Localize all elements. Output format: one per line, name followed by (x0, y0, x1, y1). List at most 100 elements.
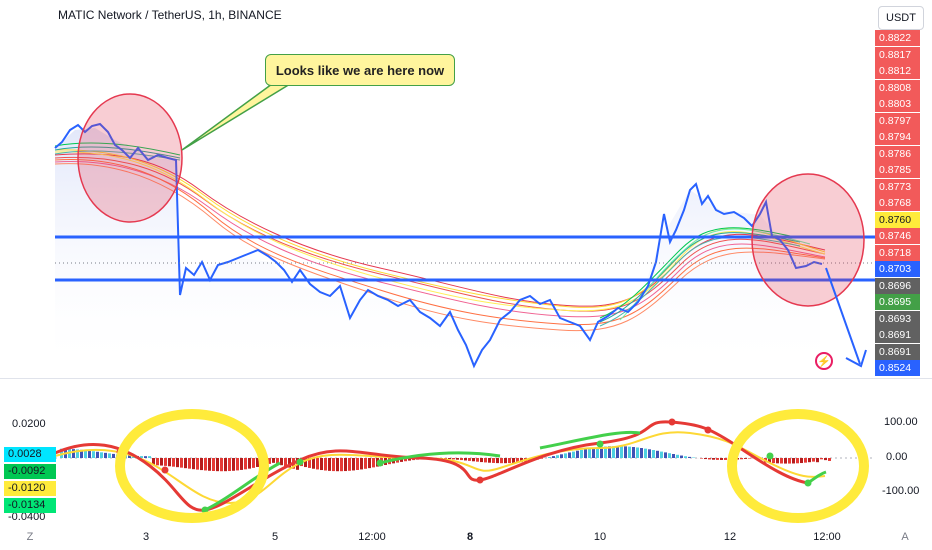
histogram-bar (172, 458, 175, 467)
osc-signal-dot (704, 426, 712, 434)
histogram-bar (156, 458, 159, 466)
histogram-bar (644, 448, 647, 458)
histogram-bar (344, 458, 347, 472)
time-label-5: 5 (271, 531, 279, 543)
oscillator-chart[interactable] (0, 408, 875, 528)
histogram-bar (800, 458, 803, 464)
histogram-bar (268, 458, 271, 464)
histogram-bar (720, 458, 723, 460)
osc-signal-dot (376, 459, 384, 467)
histogram-bar (628, 446, 631, 458)
histogram-bar (100, 452, 103, 458)
histogram-bar (704, 458, 707, 460)
histogram-bar (448, 458, 451, 460)
price-label: 0.8768 (875, 195, 920, 211)
price-label: 0.8746 (875, 228, 920, 244)
price-label: 0.8812 (875, 63, 920, 79)
osc-badge-3: -0.0120 (4, 481, 56, 496)
time-label-12: 12 (723, 531, 737, 543)
highlight-circle-right[interactable] (751, 173, 865, 307)
histogram-bar (776, 458, 779, 464)
histogram-bar (564, 453, 567, 458)
histogram-bar (368, 458, 371, 469)
histogram-bar (820, 458, 823, 460)
histogram-bar (624, 446, 627, 458)
histogram-bar (480, 458, 483, 463)
auto-scale-icon[interactable]: A (901, 531, 909, 543)
histogram-bar (488, 458, 491, 463)
histogram-bar (716, 458, 719, 460)
histogram-bar (648, 449, 651, 458)
histogram-bar (452, 458, 455, 460)
histogram-bar (748, 458, 751, 459)
histogram-bar (320, 458, 323, 471)
osc-highlight-left[interactable] (115, 409, 269, 523)
main-price-chart[interactable] (0, 0, 875, 375)
price-label: 0.8773 (875, 178, 920, 195)
histogram-bar (244, 458, 247, 470)
histogram-bar (580, 449, 583, 458)
histogram-bar (616, 446, 619, 458)
histogram-bar (160, 458, 163, 466)
price-label: 0.8760 (875, 211, 920, 228)
price-label: 0.8786 (875, 145, 920, 162)
histogram-bar (796, 458, 799, 464)
osc-signal-dot (296, 458, 304, 466)
histogram-bar (164, 458, 167, 466)
histogram-bar (360, 458, 363, 470)
histogram-bar (272, 458, 275, 463)
histogram-bar (228, 458, 231, 472)
histogram-bar (96, 451, 99, 458)
callout-pointer (181, 83, 293, 151)
histogram-bar (248, 458, 251, 469)
histogram-bar (500, 458, 503, 464)
histogram-bar (620, 446, 623, 458)
price-label: 0.8822 (875, 30, 920, 46)
price-label: 0.8803 (875, 96, 920, 112)
histogram-bar (740, 458, 743, 460)
histogram-bar (816, 458, 819, 463)
histogram-bar (200, 458, 203, 471)
timezone-icon[interactable]: Z (26, 531, 34, 543)
histogram-bar (496, 458, 499, 464)
histogram-bar (88, 450, 91, 458)
histogram-bar (484, 458, 487, 463)
histogram-bar (584, 449, 587, 458)
histogram-bar (568, 452, 571, 458)
histogram-bar (280, 458, 283, 466)
histogram-bar (492, 458, 495, 463)
flash-icon[interactable]: ⚡ (815, 352, 833, 370)
histogram-bar (772, 458, 775, 464)
osc-signal-dot (804, 479, 812, 487)
osc-line-red (54, 420, 809, 512)
histogram-bar (676, 454, 679, 458)
histogram-bar (444, 458, 447, 459)
histogram-bar (308, 458, 311, 468)
histogram-bar (560, 454, 563, 458)
histogram-bar (824, 458, 827, 461)
callout-box[interactable]: Looks like we are here now (265, 54, 455, 86)
histogram-bar (144, 456, 147, 458)
histogram-bar (152, 458, 155, 466)
pane-separator[interactable] (0, 378, 932, 379)
highlight-circle-left[interactable] (77, 93, 183, 223)
histogram-bar (256, 458, 259, 467)
osc-badge-1: 0.0028 (4, 447, 56, 462)
osc-right-tick-top: 100.00 (884, 416, 918, 428)
osc-signal-dot (161, 466, 169, 474)
time-axis[interactable]: Z 3 5 12:00 8 10 12 12:00 A (0, 528, 932, 550)
histogram-bar (700, 458, 703, 459)
price-label: 0.8703 (875, 261, 920, 277)
histogram-bar (304, 458, 307, 468)
osc-line-yellow (54, 431, 826, 505)
histogram-bar (780, 458, 783, 464)
histogram-bar (220, 458, 223, 472)
osc-highlight-right[interactable] (727, 409, 869, 523)
histogram-bar (680, 455, 683, 458)
histogram-bar (652, 450, 655, 458)
price-label: 0.8785 (875, 162, 920, 178)
histogram-bar (104, 452, 107, 458)
currency-button[interactable]: USDT (878, 6, 924, 30)
chart-title: MATIC Network / TetherUS, 1h, BINANCE (58, 8, 282, 22)
histogram-bar (84, 450, 87, 458)
